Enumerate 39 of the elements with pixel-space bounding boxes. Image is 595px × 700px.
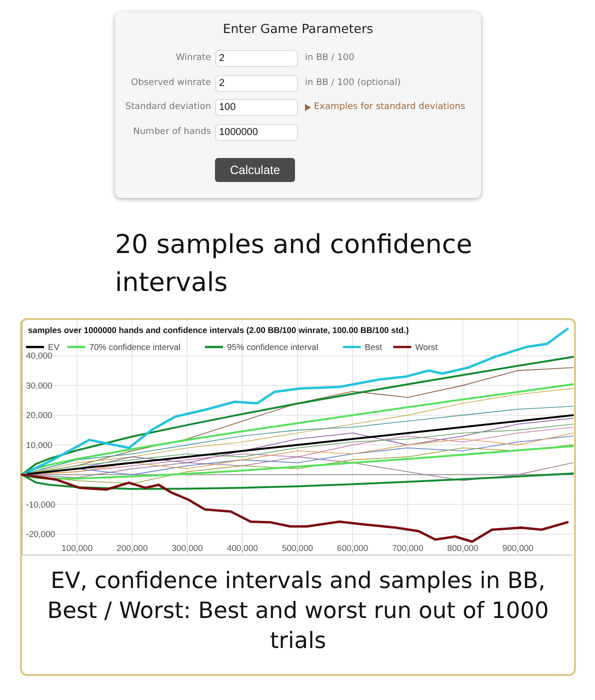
- y-tick-label: 10,000: [26, 440, 53, 450]
- text-field: 2: [215, 74, 298, 92]
- legend-label: EV: [48, 342, 60, 352]
- text-field: 2: [215, 50, 298, 67]
- text: Number of hands: [133, 126, 211, 138]
- x-tick-label: 900,000: [502, 543, 534, 553]
- x-tick-label: 600,000: [337, 543, 368, 553]
- text: in BB / 100: [305, 52, 354, 65]
- text: samples over 1000000 hands and confidence intervals (2.00 BB/100 winrate, 100.00 BB/100 std.): [28, 325, 409, 335]
- y-tick-label: -10,000: [26, 499, 56, 510]
- x-tick-label: 800,000: [447, 543, 479, 553]
- text: in BB / 100 (optional): [305, 76, 401, 90]
- x-tick-label: 200,000: [116, 543, 148, 553]
- x-tick-label: 300,000: [172, 543, 204, 553]
- x-tick-label: 700,000: [392, 543, 424, 553]
- chart-title: 20 samples and confidence intervals: [115, 229, 474, 300]
- text: Observed winrate: [130, 76, 211, 90]
- x-tick-label: 100,000: [62, 543, 93, 553]
- text-field: 100: [215, 99, 298, 116]
- y-tick-label: 40,000: [26, 350, 53, 361]
- y-tick-label: 0: [26, 470, 31, 480]
- line-series: [20, 328, 569, 476]
- x-tick-label: 500,000: [282, 543, 314, 553]
- legend-label: 95% confidence interval: [227, 342, 318, 352]
- legend-label: Worst: [415, 342, 438, 352]
- y-tick-label: -20,000: [26, 529, 56, 540]
- text-field: 1000000: [215, 124, 298, 140]
- text: Enter Game Parameters: [222, 21, 374, 36]
- x-tick-label: 400,000: [226, 543, 258, 553]
- legend-label: Best: [364, 342, 383, 352]
- y-tick-label: 20,000: [26, 410, 53, 420]
- line-series: [20, 473, 569, 543]
- text: Examples for standard deviations: [313, 101, 466, 114]
- text: EV, confidence intervals and samples in BB, Best / Worst: Best and worst run out of 1000 trials: [46, 567, 550, 656]
- button: Calculate: [215, 158, 295, 182]
- y-tick-label: 30,000: [26, 380, 53, 390]
- text: Standard deviation: [125, 101, 211, 114]
- text: Winrate: [176, 52, 211, 65]
- legend-label: 70% confidence interval: [89, 342, 181, 352]
